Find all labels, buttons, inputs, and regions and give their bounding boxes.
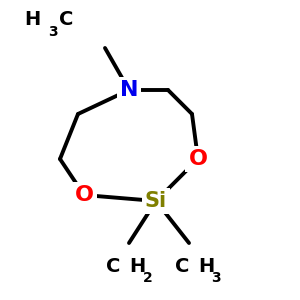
Text: 3: 3 — [48, 26, 58, 40]
Text: C: C — [58, 10, 73, 29]
Text: N: N — [120, 80, 138, 100]
Text: 3: 3 — [212, 272, 221, 286]
Text: H: H — [198, 257, 214, 277]
Text: C: C — [175, 257, 189, 277]
Text: H: H — [24, 10, 40, 29]
Text: C: C — [106, 257, 120, 277]
Text: H: H — [129, 257, 145, 277]
Text: O: O — [188, 149, 208, 169]
Text: O: O — [74, 185, 94, 205]
Text: 2: 2 — [142, 272, 152, 286]
Text: Si: Si — [145, 191, 167, 211]
